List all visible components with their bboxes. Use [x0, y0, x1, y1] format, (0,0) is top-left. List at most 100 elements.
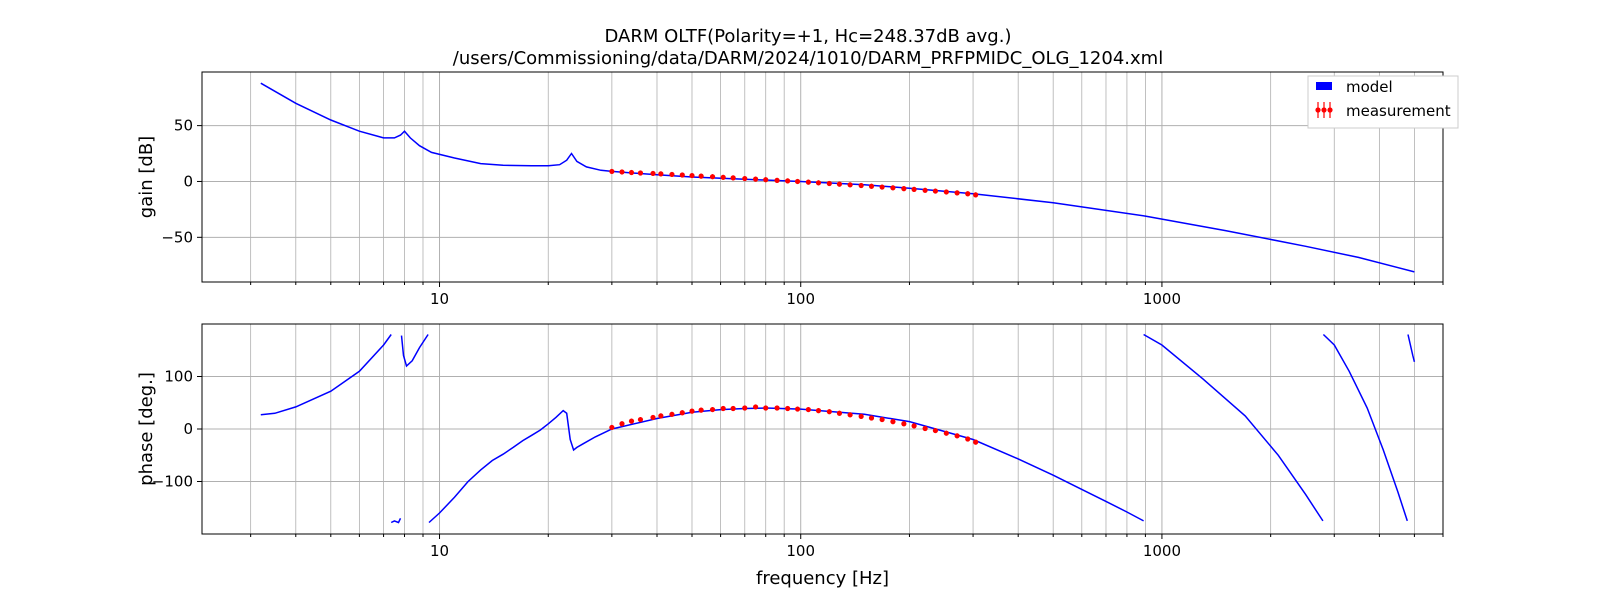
measurement-point — [805, 179, 811, 185]
x-tick-label: 10 — [430, 290, 449, 308]
measurement-point — [679, 172, 685, 178]
measurement-point — [911, 186, 917, 192]
measurement-point — [689, 172, 695, 179]
measurement-point — [774, 405, 780, 411]
y-tick-label: 0 — [183, 172, 193, 190]
model-line — [1322, 333, 1409, 522]
measurement-point — [973, 192, 979, 198]
measurement-point — [628, 418, 635, 424]
x-tick-label: 1000 — [1143, 290, 1181, 308]
gain-axes: 50 0 −50 10 100 1000 gain [dB] — [136, 71, 1444, 308]
measurement-point — [836, 410, 843, 416]
measurement-point — [826, 180, 832, 187]
measurement-point — [858, 182, 864, 189]
legend-measurement-label: measurement — [1346, 102, 1451, 120]
measurement-point — [763, 405, 769, 411]
legend: model measurement — [1307, 75, 1459, 129]
measurement-point — [815, 408, 822, 414]
measurement-point — [868, 183, 875, 189]
measurement-point — [932, 188, 939, 194]
measurement-point — [785, 178, 791, 184]
x-axis-label: frequency [Hz] — [756, 568, 889, 589]
measurement-point — [890, 419, 896, 425]
measurement-point — [669, 411, 675, 417]
legend-point — [1327, 107, 1333, 113]
measurement-point — [742, 405, 748, 411]
x-tick-label: 1000 — [1143, 542, 1181, 560]
measurement-point — [901, 186, 907, 192]
model-line — [1143, 333, 1324, 522]
measurement-point — [794, 178, 801, 185]
legend-model-swatch — [1316, 82, 1332, 90]
measurement-point — [943, 189, 949, 195]
measurement-point — [911, 423, 917, 429]
measurement-point — [973, 439, 979, 445]
measurement-point — [709, 406, 716, 413]
measurement-point — [698, 407, 704, 413]
y-tick-label: 0 — [183, 420, 193, 438]
measurement-point — [679, 410, 685, 416]
grid — [197, 72, 1444, 287]
measurement-point — [847, 182, 853, 188]
measurement-point — [922, 425, 928, 432]
measurement-point — [720, 174, 726, 180]
x-tick-label: 100 — [786, 290, 815, 308]
chart-title-line1: DARM OLTF(Polarity=+1, Hc=248.37dB avg.) — [605, 26, 1012, 47]
legend-model-label: model — [1346, 78, 1393, 96]
measurement-point — [932, 427, 939, 434]
y-tick-label: 100 — [164, 368, 193, 386]
model-line — [400, 334, 429, 368]
x-tick-label: 10 — [430, 542, 449, 560]
legend-point — [1321, 107, 1327, 113]
axes-frame — [201, 71, 1444, 283]
y-axis-label: phase [deg.] — [136, 372, 157, 486]
measurement-point — [815, 180, 822, 186]
chart-title-line2: /users/Commissioning/data/DARM/2024/1010… — [453, 48, 1163, 69]
model-line — [428, 407, 1144, 524]
measurement-point — [730, 405, 736, 412]
axes-frame — [201, 323, 1444, 535]
legend-point — [1315, 107, 1321, 113]
measurement-point — [901, 421, 907, 427]
model-line — [1407, 334, 1416, 362]
measurement-point — [847, 412, 853, 418]
measurement-point — [650, 170, 656, 177]
y-axis-label: gain [dB] — [136, 136, 157, 218]
measurement-point — [637, 416, 644, 423]
model-line — [390, 517, 402, 524]
measurement-point — [879, 416, 885, 423]
measurement-point — [637, 170, 644, 176]
measurement-point — [965, 436, 971, 442]
y-tick-label: −50 — [161, 228, 193, 246]
x-tick-label: 100 — [786, 542, 815, 560]
measurement-point — [836, 181, 843, 187]
measurement-point — [698, 173, 704, 179]
measurement-point — [785, 405, 791, 412]
model-line — [260, 82, 1415, 273]
model-line — [260, 334, 392, 416]
measurement-point — [965, 191, 971, 197]
measurement-point — [619, 421, 625, 427]
measurement-point — [954, 433, 960, 439]
measurement-point — [669, 171, 675, 178]
measurement-point — [658, 413, 664, 419]
measurement-point — [774, 177, 780, 183]
measurement-point — [763, 177, 769, 183]
measurement-point — [943, 430, 949, 436]
measurement-point — [689, 408, 695, 414]
measurement-point — [805, 406, 811, 413]
measurement-point — [730, 175, 736, 181]
grid — [197, 324, 1444, 539]
measurement-point — [609, 424, 615, 431]
measurement-point — [709, 174, 716, 180]
measurement-point — [826, 409, 832, 415]
measurement-point — [742, 175, 748, 182]
measurement-point — [658, 171, 664, 177]
measurement-point — [628, 169, 635, 176]
measurement-point — [890, 185, 896, 191]
measurement-point — [752, 176, 759, 182]
measurement-point — [609, 168, 615, 175]
measurement-point — [954, 190, 960, 196]
measurement-point — [879, 184, 885, 190]
measurement-point — [868, 415, 875, 421]
